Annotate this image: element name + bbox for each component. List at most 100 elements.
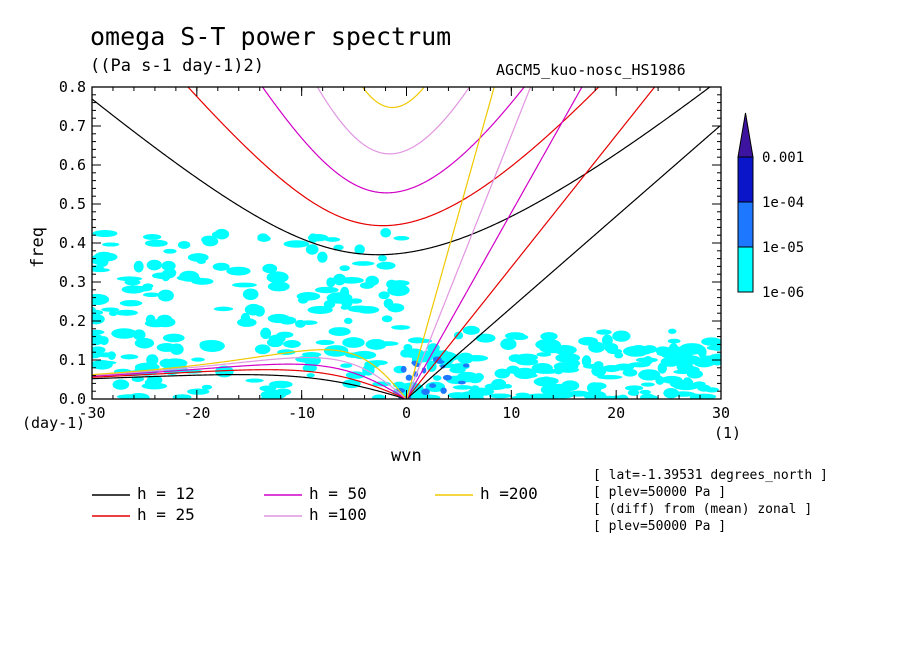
power-patch	[591, 365, 607, 377]
dispersion-h100	[92, 87, 532, 399]
power-patch	[588, 341, 606, 353]
power-patch	[500, 338, 517, 350]
x-tick-label: -10	[288, 404, 315, 422]
power-patch	[488, 393, 512, 399]
power-patch	[612, 330, 631, 342]
power-patch	[326, 277, 336, 288]
power-patch	[676, 361, 694, 372]
power-patch	[212, 262, 230, 271]
power-patch	[305, 244, 319, 255]
power-patch	[640, 382, 655, 387]
x-tick-label: -20	[183, 404, 210, 422]
power-patch	[667, 338, 681, 344]
power-patch	[661, 375, 683, 384]
power-patch	[226, 266, 251, 276]
power-patch	[143, 292, 161, 298]
power-patch	[169, 343, 184, 355]
power-patch	[686, 369, 703, 379]
power-patch	[711, 343, 721, 351]
power-patch	[494, 368, 511, 379]
power-patch	[283, 240, 310, 248]
colorbar-label: 1e-05	[762, 240, 804, 256]
colorbar-label: 1e-04	[762, 195, 804, 211]
power-patch	[391, 325, 411, 330]
power-patch	[145, 314, 156, 325]
power-patch	[464, 355, 489, 362]
power-patch	[92, 229, 118, 238]
power-patch	[333, 273, 346, 286]
power-patch	[254, 305, 265, 317]
power-patch	[627, 389, 640, 396]
power-patch	[333, 244, 344, 251]
power-patch	[245, 378, 264, 383]
power-patch	[657, 362, 668, 374]
power-patch	[92, 329, 105, 335]
x-tick-label: 30	[712, 404, 730, 422]
power-patch	[508, 354, 524, 363]
power-patch	[213, 306, 234, 312]
power-patch	[151, 272, 175, 280]
power-patch	[381, 315, 393, 323]
power-patch	[697, 384, 711, 392]
info-line: [ plev=50000 Pa ]	[593, 485, 727, 500]
power-patch	[378, 291, 390, 300]
power-patch	[92, 360, 113, 370]
power-patch	[656, 350, 678, 357]
power-patch	[351, 261, 375, 266]
power-patch	[643, 356, 653, 365]
power-patch	[157, 289, 174, 302]
power-patch	[408, 337, 427, 344]
power-patch	[119, 300, 143, 307]
power-patch-strong	[429, 383, 437, 388]
power-patch	[638, 369, 661, 381]
power-patch	[343, 317, 353, 324]
power-patch	[92, 313, 105, 325]
power-patch	[242, 288, 259, 301]
power-patch	[172, 394, 192, 399]
power-patch-strong	[421, 388, 430, 395]
power-patch	[201, 384, 213, 390]
colorbar-label: 0.001	[762, 150, 804, 166]
power-patch	[352, 350, 377, 360]
power-patch	[92, 309, 104, 316]
dataset-label: AGCM5_kuo-nosc_HS1986	[496, 61, 686, 79]
power-patch	[393, 235, 410, 241]
power-patch	[254, 344, 271, 355]
power-patch	[600, 395, 619, 399]
power-patch	[614, 352, 624, 359]
colorbar-box	[737, 201, 754, 248]
power-patch	[340, 286, 350, 299]
dispersion-h200	[92, 87, 495, 399]
power-patch	[540, 384, 565, 396]
power-patch	[132, 329, 146, 341]
power-patch	[345, 371, 366, 379]
power-patch	[536, 352, 552, 357]
power-patch	[120, 354, 139, 360]
y-tick-label: 0.2	[59, 312, 86, 330]
power-patch	[452, 385, 473, 390]
info-line: [ plev=50000 Pa ]	[593, 519, 727, 534]
power-patch	[447, 392, 468, 399]
power-patch	[177, 241, 191, 249]
power-patch	[566, 359, 581, 367]
y-tick-label: 0.8	[59, 78, 86, 96]
power-patch	[515, 392, 530, 397]
power-patch	[132, 285, 153, 292]
power-patch	[101, 307, 120, 312]
power-patch	[237, 318, 257, 327]
power-patch	[613, 363, 635, 371]
colorbar-box	[737, 156, 754, 203]
power-patch	[581, 355, 592, 367]
power-patch-strong	[457, 380, 466, 385]
power-patch	[673, 382, 699, 391]
power-patch-strong	[400, 365, 407, 373]
legend-label: h = 12	[137, 484, 195, 503]
power-patch	[308, 233, 318, 244]
axis-ticks: -30 -20 -10 0 10 20 30 0.0 0.1 0.2 0.3 0.4 0.5 0.6 0.7…	[59, 78, 730, 422]
power-patch	[111, 328, 137, 339]
power-patch	[504, 332, 526, 340]
dispersion-h50	[92, 87, 583, 399]
power-patch	[324, 237, 341, 242]
x-tick-label: 10	[502, 404, 520, 422]
power-patch	[102, 242, 120, 247]
